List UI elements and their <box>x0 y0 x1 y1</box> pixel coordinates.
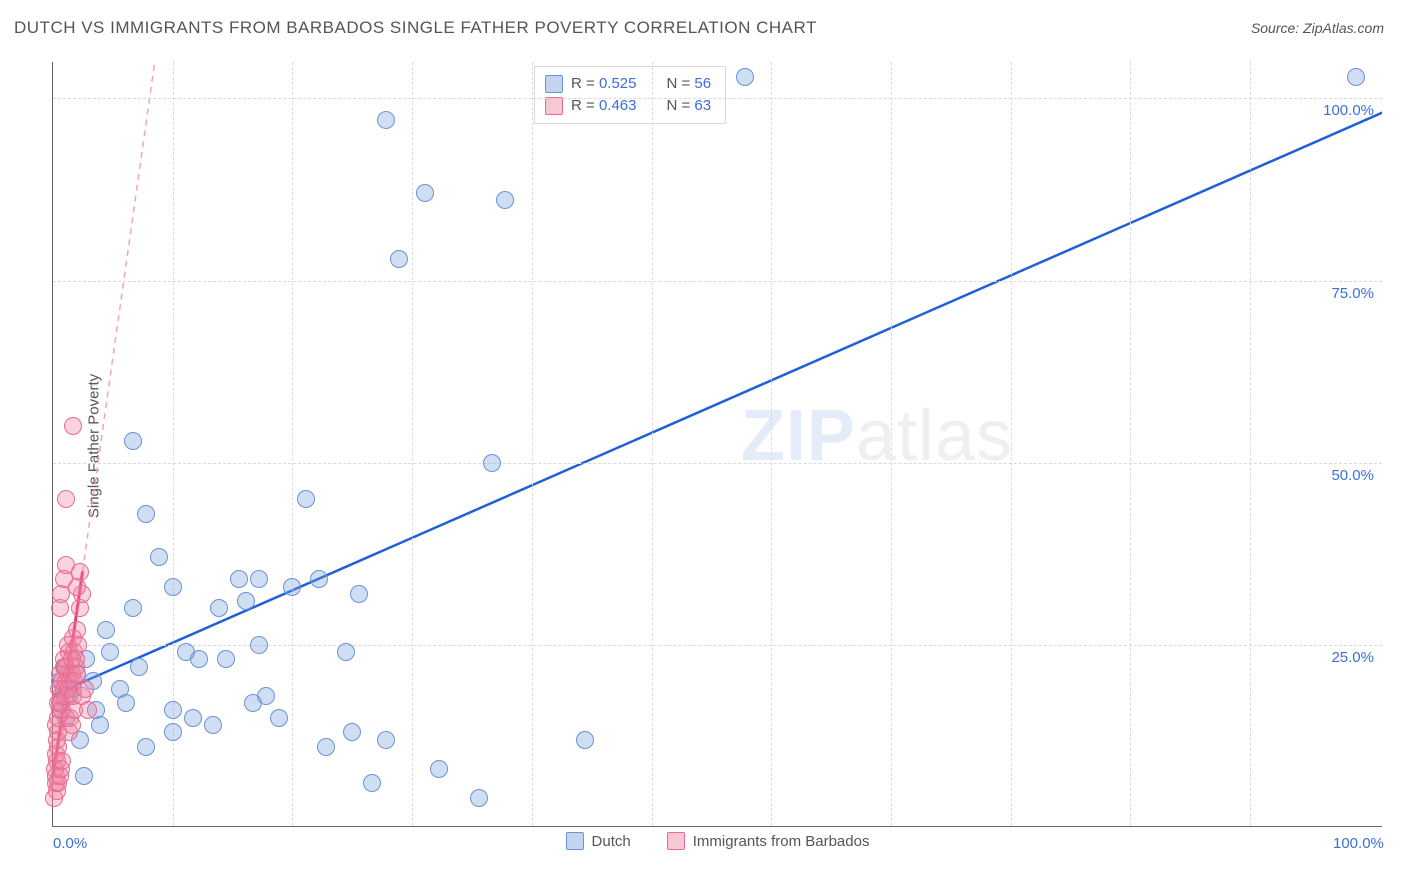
data-point <box>124 599 142 617</box>
legend-label: Dutch <box>592 833 631 850</box>
y-tick-label: 25.0% <box>1331 649 1374 666</box>
data-point <box>101 643 119 661</box>
data-point <box>164 701 182 719</box>
data-point <box>117 694 135 712</box>
data-point <box>390 250 408 268</box>
data-point <box>317 738 335 756</box>
data-point <box>150 548 168 566</box>
data-point <box>470 789 488 807</box>
legend-item: Dutch <box>566 832 631 850</box>
y-tick-label: 50.0% <box>1331 467 1374 484</box>
gridline-h <box>53 281 1382 282</box>
legend-rn-row: R = 0.525N = 56 <box>545 73 711 95</box>
gridline-v <box>412 62 413 826</box>
legend-swatch <box>667 832 685 850</box>
data-point <box>257 687 275 705</box>
data-point <box>184 709 202 727</box>
x-tick-label: 0.0% <box>53 835 87 852</box>
data-point <box>164 723 182 741</box>
gridline-h <box>53 98 1382 99</box>
data-point <box>91 716 109 734</box>
chart-title: DUTCH VS IMMIGRANTS FROM BARBADOS SINGLE… <box>14 18 817 38</box>
legend-bottom: Dutch Immigrants from Barbados <box>53 832 1382 854</box>
data-point <box>1347 68 1365 86</box>
data-point <box>310 570 328 588</box>
data-point <box>237 592 255 610</box>
data-point <box>416 184 434 202</box>
data-point <box>377 111 395 129</box>
data-point <box>164 578 182 596</box>
data-point <box>250 570 268 588</box>
gridline-v <box>1011 62 1012 826</box>
data-point <box>363 774 381 792</box>
gridline-v <box>1130 62 1131 826</box>
data-point <box>283 578 301 596</box>
data-point <box>204 716 222 734</box>
legend-label: Immigrants from Barbados <box>693 833 870 850</box>
data-point <box>230 570 248 588</box>
data-point <box>483 454 501 472</box>
y-tick-label: 75.0% <box>1331 285 1374 302</box>
data-point <box>250 636 268 654</box>
data-point <box>75 767 93 785</box>
gridline-v <box>652 62 653 826</box>
legend-rn-box: R = 0.525N = 56R = 0.463N = 63 <box>534 66 726 124</box>
data-point <box>350 585 368 603</box>
data-point <box>57 490 75 508</box>
data-point <box>53 752 71 770</box>
plot-area: R = 0.525N = 56R = 0.463N = 63 ZIPatlas … <box>52 62 1382 827</box>
gridline-h <box>53 463 1382 464</box>
data-point <box>377 731 395 749</box>
legend-swatch <box>545 97 563 115</box>
data-point <box>297 490 315 508</box>
watermark: ZIPatlas <box>741 395 1013 477</box>
data-point <box>576 731 594 749</box>
y-tick-label: 100.0% <box>1323 102 1374 119</box>
data-point <box>190 650 208 668</box>
x-tick-label: 100.0% <box>1333 835 1384 852</box>
data-point <box>337 643 355 661</box>
data-point <box>343 723 361 741</box>
data-point <box>97 621 115 639</box>
data-point <box>270 709 288 727</box>
data-point <box>210 599 228 617</box>
source-link[interactable]: ZipAtlas.com <box>1303 20 1384 36</box>
gridline-v <box>292 62 293 826</box>
legend-item: Immigrants from Barbados <box>667 832 870 850</box>
data-point <box>76 680 94 698</box>
data-point <box>137 505 155 523</box>
gridline-v <box>532 62 533 826</box>
data-point <box>496 191 514 209</box>
gridline-v <box>1250 62 1251 826</box>
data-point <box>79 701 97 719</box>
data-point <box>137 738 155 756</box>
source-label: Source: ZipAtlas.com <box>1251 20 1384 36</box>
chart-container: DUTCH VS IMMIGRANTS FROM BARBADOS SINGLE… <box>0 0 1406 892</box>
gridline-v <box>771 62 772 826</box>
legend-swatch <box>545 75 563 93</box>
data-point <box>124 432 142 450</box>
data-point <box>64 417 82 435</box>
data-point <box>736 68 754 86</box>
data-point <box>217 650 235 668</box>
gridline-v <box>891 62 892 826</box>
data-point <box>430 760 448 778</box>
data-point <box>68 578 86 596</box>
legend-swatch <box>566 832 584 850</box>
data-point <box>130 658 148 676</box>
